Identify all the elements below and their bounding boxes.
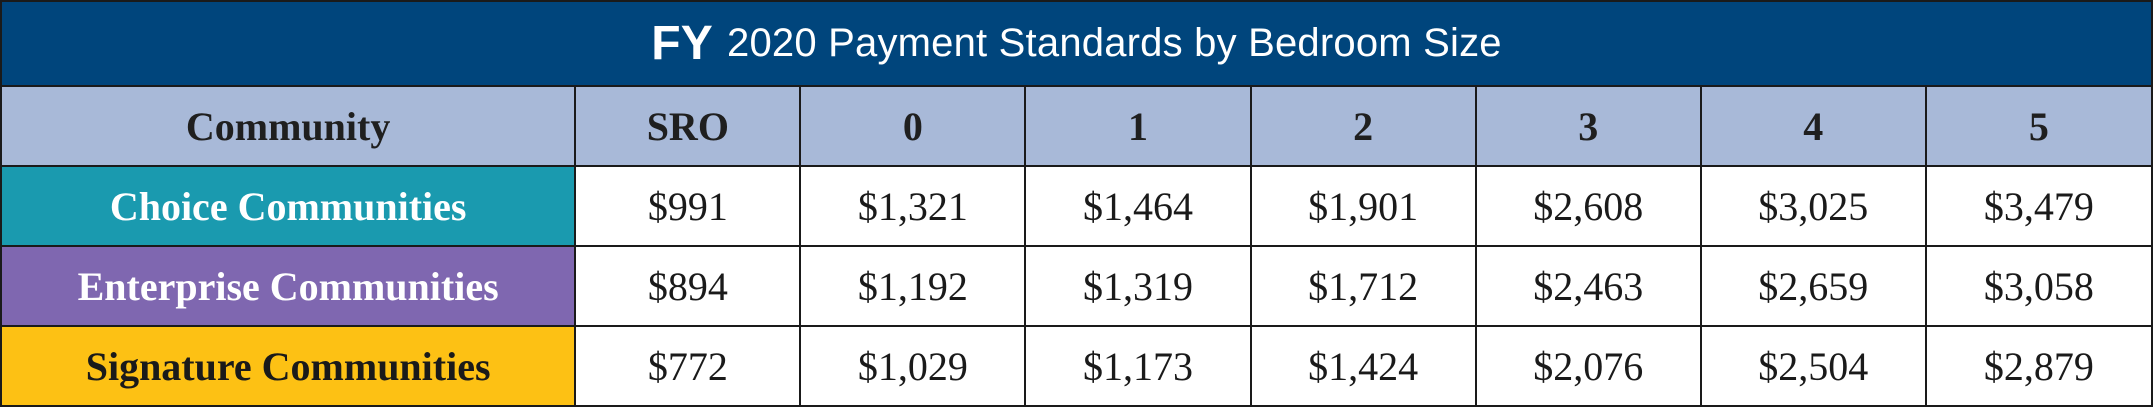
header-row: Community SRO 0 1 2 3 4 5 <box>2 87 2151 167</box>
column-header-0-bedroom: 0 <box>799 87 1027 167</box>
value-cell: $3,025 <box>1699 165 1927 247</box>
table-row: Choice Communities $991 $1,321 $1,464 $1… <box>2 165 2151 247</box>
value-cell: $2,608 <box>1474 165 1702 247</box>
value-cell: $1,319 <box>1024 245 1252 327</box>
value-cell: $1,321 <box>799 165 1027 247</box>
value-cell: $1,173 <box>1024 325 1252 405</box>
table-row: Signature Communities $772 $1,029 $1,173… <box>2 325 2151 405</box>
value-cell: $894 <box>574 245 802 327</box>
table-row: Enterprise Communities $894 $1,192 $1,31… <box>2 245 2151 327</box>
column-header-sro: SRO <box>574 87 802 167</box>
value-cell: $2,076 <box>1474 325 1702 405</box>
value-cell: $1,464 <box>1024 165 1252 247</box>
title-text: 2020 Payment Standards by Bedroom Size <box>727 21 1502 65</box>
payment-standards-table: Community SRO 0 1 2 3 4 5 Choice Communi… <box>2 87 2151 405</box>
value-cell: $2,879 <box>1924 325 2151 405</box>
value-cell: $772 <box>574 325 802 405</box>
value-cell: $2,504 <box>1699 325 1927 405</box>
column-header-5-bedroom: 5 <box>1924 87 2151 167</box>
value-cell: $3,058 <box>1924 245 2151 327</box>
value-cell: $3,479 <box>1924 165 2151 247</box>
column-header-community: Community <box>2 87 577 167</box>
community-name-choice: Choice Communities <box>2 165 577 247</box>
title-fy: FY <box>651 17 714 70</box>
value-cell: $1,901 <box>1249 165 1477 247</box>
community-name-signature: Signature Communities <box>2 325 577 405</box>
column-header-3-bedroom: 3 <box>1474 87 1702 167</box>
value-cell: $991 <box>574 165 802 247</box>
column-header-4-bedroom: 4 <box>1699 87 1927 167</box>
value-cell: $1,424 <box>1249 325 1477 405</box>
column-header-1-bedroom: 1 <box>1024 87 1252 167</box>
column-header-2-bedroom: 2 <box>1249 87 1477 167</box>
value-cell: $2,463 <box>1474 245 1702 327</box>
value-cell: $1,712 <box>1249 245 1477 327</box>
value-cell: $1,029 <box>799 325 1027 405</box>
table-title: FY 2020 Payment Standards by Bedroom Siz… <box>2 2 2151 87</box>
value-cell: $2,659 <box>1699 245 1927 327</box>
value-cell: $1,192 <box>799 245 1027 327</box>
community-name-enterprise: Enterprise Communities <box>2 245 577 327</box>
